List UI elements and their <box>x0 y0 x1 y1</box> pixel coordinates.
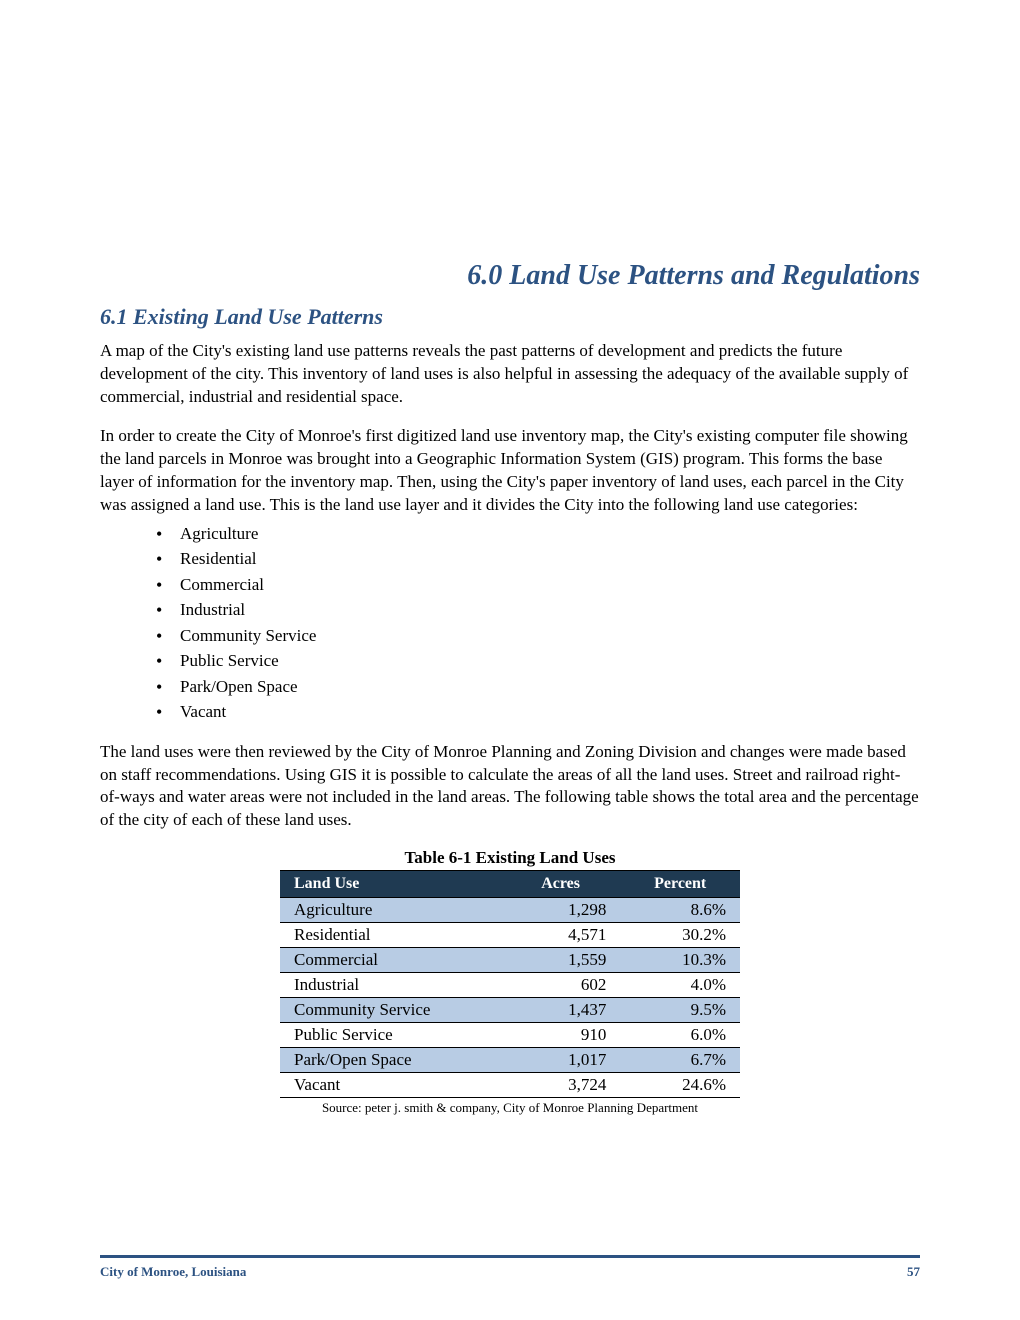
cell-label: Community Service <box>280 998 501 1023</box>
col-header-landuse: Land Use <box>280 871 501 898</box>
cell-acres: 1,298 <box>501 898 621 923</box>
table-header-row: Land Use Acres Percent <box>280 871 740 898</box>
list-item: Commercial <box>156 572 920 598</box>
sub-title: 6.1 Existing Land Use Patterns <box>100 304 920 330</box>
paragraph-2: In order to create the City of Monroe's … <box>100 425 920 517</box>
list-item: Community Service <box>156 623 920 649</box>
table-row: Vacant 3,724 24.6% <box>280 1073 740 1098</box>
cell-percent: 9.5% <box>620 998 740 1023</box>
table-row: Park/Open Space 1,017 6.7% <box>280 1048 740 1073</box>
cell-label: Industrial <box>280 973 501 998</box>
table-title: Table 6-1 Existing Land Uses <box>100 848 920 868</box>
table-row: Agriculture 1,298 8.6% <box>280 898 740 923</box>
cell-percent: 30.2% <box>620 923 740 948</box>
cell-label: Park/Open Space <box>280 1048 501 1073</box>
land-uses-table: Land Use Acres Percent Agriculture 1,298… <box>280 870 740 1098</box>
list-item: Public Service <box>156 648 920 674</box>
col-header-percent: Percent <box>620 871 740 898</box>
paragraph-1: A map of the City's existing land use pa… <box>100 340 920 409</box>
table-row: Residential 4,571 30.2% <box>280 923 740 948</box>
page: 6.0 Land Use Patterns and Regulations 6.… <box>0 0 1020 1320</box>
col-header-acres: Acres <box>501 871 621 898</box>
land-use-categories-list: Agriculture Residential Commercial Indus… <box>156 521 920 725</box>
cell-acres: 1,559 <box>501 948 621 973</box>
cell-label: Vacant <box>280 1073 501 1098</box>
page-footer: City of Monroe, Louisiana 57 <box>100 1255 920 1280</box>
table-row: Industrial 602 4.0% <box>280 973 740 998</box>
main-title: 6.0 Land Use Patterns and Regulations <box>100 260 920 292</box>
footer-page-number: 57 <box>907 1264 920 1280</box>
cell-label: Agriculture <box>280 898 501 923</box>
list-item: Park/Open Space <box>156 674 920 700</box>
table-body: Agriculture 1,298 8.6% Residential 4,571… <box>280 898 740 1098</box>
cell-percent: 6.0% <box>620 1023 740 1048</box>
table-row: Community Service 1,437 9.5% <box>280 998 740 1023</box>
table-source: Source: peter j. smith & company, City o… <box>100 1100 920 1116</box>
table-container: Land Use Acres Percent Agriculture 1,298… <box>100 870 920 1098</box>
cell-acres: 3,724 <box>501 1073 621 1098</box>
cell-label: Residential <box>280 923 501 948</box>
cell-acres: 4,571 <box>501 923 621 948</box>
list-item: Residential <box>156 546 920 572</box>
cell-acres: 910 <box>501 1023 621 1048</box>
footer-left: City of Monroe, Louisiana <box>100 1264 246 1280</box>
list-item: Vacant <box>156 699 920 725</box>
cell-percent: 4.0% <box>620 973 740 998</box>
list-item: Agriculture <box>156 521 920 547</box>
cell-label: Public Service <box>280 1023 501 1048</box>
cell-percent: 6.7% <box>620 1048 740 1073</box>
cell-label: Commercial <box>280 948 501 973</box>
table-row: Public Service 910 6.0% <box>280 1023 740 1048</box>
cell-percent: 10.3% <box>620 948 740 973</box>
list-item: Industrial <box>156 597 920 623</box>
cell-acres: 1,437 <box>501 998 621 1023</box>
paragraph-3: The land uses were then reviewed by the … <box>100 741 920 833</box>
cell-percent: 24.6% <box>620 1073 740 1098</box>
cell-acres: 1,017 <box>501 1048 621 1073</box>
cell-percent: 8.6% <box>620 898 740 923</box>
cell-acres: 602 <box>501 973 621 998</box>
table-row: Commercial 1,559 10.3% <box>280 948 740 973</box>
